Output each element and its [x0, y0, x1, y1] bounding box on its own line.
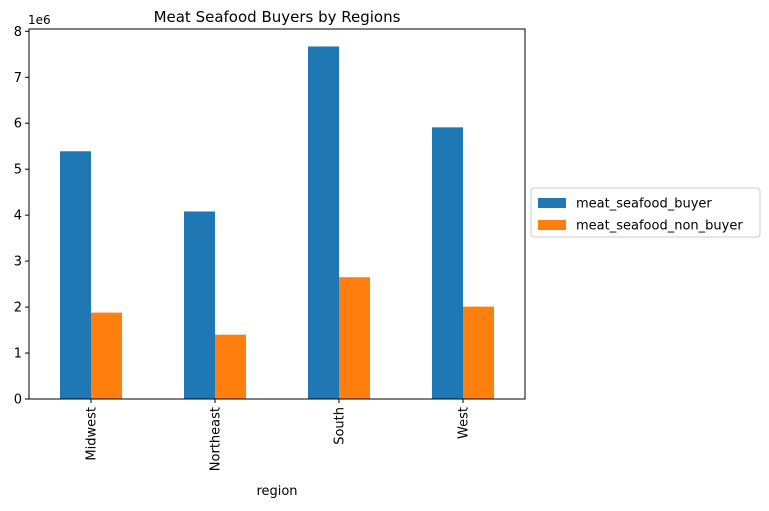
plot-area: 0 1 2 3 4 5 6 7 8 Midwest Northeast South West: [14, 25, 494, 471]
x-axis-label: region: [256, 484, 297, 499]
bar-meat-seafood-non-buyer: [339, 277, 370, 399]
bar-meat-seafood-buyer: [432, 127, 463, 400]
bar-meat-seafood-non-buyer: [463, 306, 494, 399]
bar-meat-seafood-non-buyer: [91, 312, 122, 399]
y-tick-label: 0: [14, 393, 22, 408]
legend-swatch: [538, 198, 566, 208]
legend-label: meat_seafood_non_buyer: [576, 219, 743, 234]
y-tick-label: 4: [14, 209, 22, 224]
y-scale-label: 1e6: [28, 13, 51, 27]
y-tick-label: 2: [14, 301, 22, 316]
legend-box: [530, 187, 761, 238]
x-tick-label: West: [457, 407, 472, 439]
bar-meat-seafood-non-buyer: [215, 334, 246, 399]
bar-meat-seafood-buyer: [308, 46, 339, 399]
y-tick-label: 5: [14, 163, 22, 178]
x-tick-label: South: [333, 407, 348, 445]
x-tick-label: Northeast: [209, 407, 224, 471]
y-tick-label: 1: [14, 347, 22, 362]
bar-meat-seafood-buyer: [60, 151, 91, 399]
chart-title: Meat Seafood Buyers by Regions: [154, 8, 401, 26]
plot-frame: [28, 28, 526, 400]
x-tick-label: Midwest: [85, 407, 100, 461]
legend-label: meat_seafood_buyer: [576, 197, 712, 212]
legend-swatch: [538, 220, 566, 230]
y-tick-label: 7: [14, 71, 22, 86]
legend: meat_seafood_buyer meat_seafood_non_buyer: [530, 187, 761, 238]
y-tick-label: 3: [14, 255, 22, 270]
bar-meat-seafood-buyer: [184, 211, 215, 399]
y-tick-label: 8: [14, 25, 22, 40]
y-tick-label: 6: [14, 117, 22, 132]
